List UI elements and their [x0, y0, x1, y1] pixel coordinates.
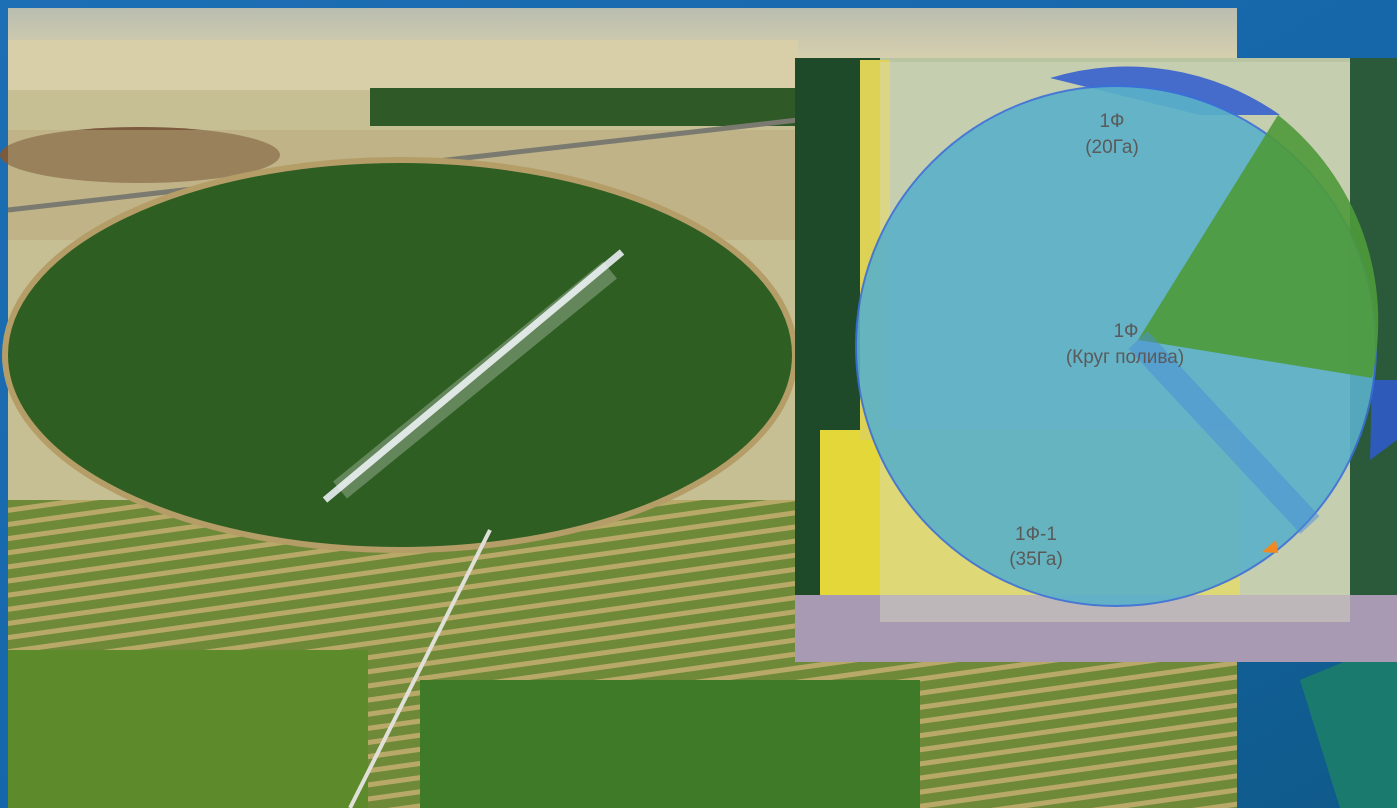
- decor: [1300, 640, 1397, 808]
- map-inset: [795, 58, 1397, 662]
- label: (Круг полива): [1066, 347, 1184, 368]
- label: 1Ф: [1113, 321, 1138, 342]
- label: (35Га): [1009, 549, 1063, 570]
- label: (20Га): [1085, 137, 1139, 158]
- label: 1Ф: [1099, 111, 1124, 132]
- label: 1Ф-1: [1015, 524, 1057, 545]
